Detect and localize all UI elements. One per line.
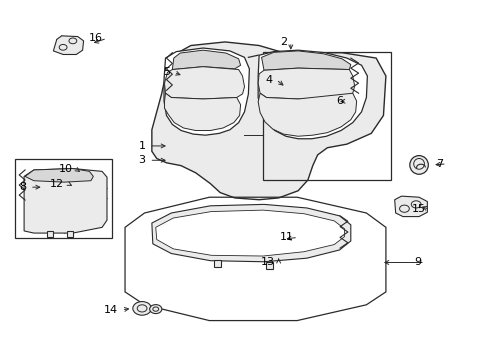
Text: 2: 2 [279, 37, 286, 47]
Polygon shape [394, 196, 427, 217]
Text: 15: 15 [411, 204, 425, 215]
Text: 8: 8 [19, 182, 26, 192]
Text: 11: 11 [280, 232, 294, 242]
Text: 7: 7 [435, 159, 442, 169]
Text: 16: 16 [89, 33, 103, 43]
Polygon shape [163, 48, 249, 135]
Polygon shape [261, 51, 350, 70]
Polygon shape [164, 93, 240, 131]
Text: 6: 6 [335, 96, 342, 106]
Polygon shape [258, 68, 354, 99]
Polygon shape [25, 168, 93, 182]
Polygon shape [156, 210, 344, 256]
Polygon shape [47, 231, 53, 237]
Text: 5: 5 [163, 67, 169, 77]
Polygon shape [164, 67, 244, 99]
Polygon shape [172, 50, 240, 69]
Ellipse shape [409, 156, 427, 174]
Text: 1: 1 [138, 141, 145, 151]
Polygon shape [152, 42, 385, 200]
Polygon shape [214, 260, 221, 267]
Ellipse shape [149, 305, 162, 314]
Text: 9: 9 [413, 257, 420, 267]
Text: 3: 3 [138, 155, 145, 165]
Polygon shape [152, 204, 350, 262]
Polygon shape [266, 262, 273, 269]
Polygon shape [53, 36, 83, 54]
Text: 12: 12 [50, 179, 64, 189]
Text: 4: 4 [264, 75, 272, 85]
Text: 10: 10 [58, 164, 72, 174]
Text: 14: 14 [103, 305, 118, 315]
Text: 13: 13 [260, 257, 274, 267]
Polygon shape [24, 168, 107, 233]
Polygon shape [258, 50, 366, 139]
Ellipse shape [133, 302, 151, 315]
Polygon shape [66, 231, 73, 237]
Polygon shape [258, 93, 356, 136]
